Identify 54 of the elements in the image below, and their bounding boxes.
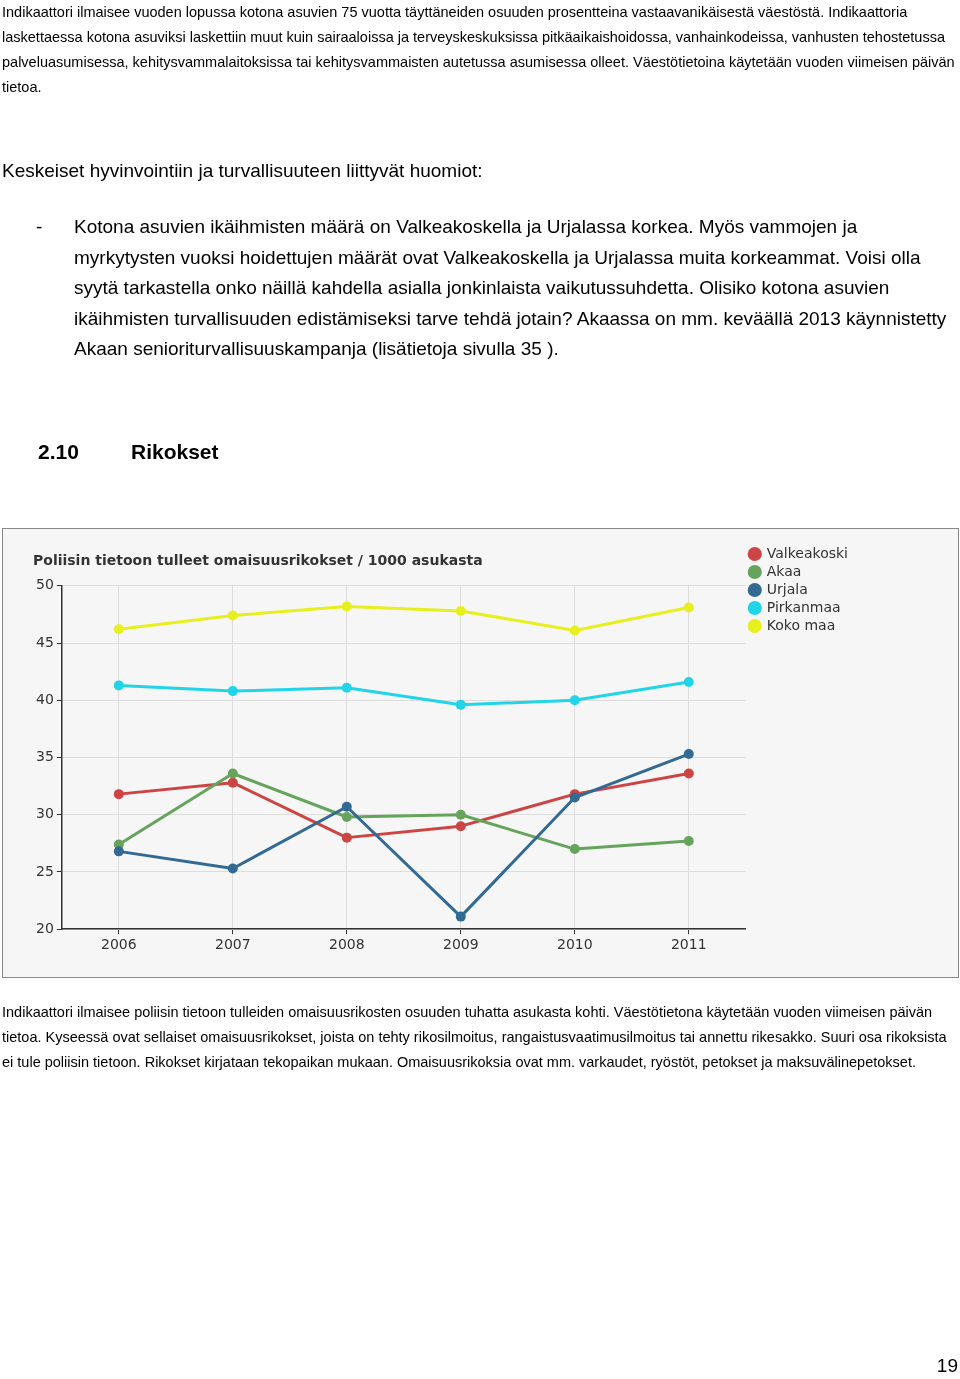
- point: [341, 812, 352, 823]
- text: Indikaattori ilmaisee poliisin tietoon tulleiden omaisuusrikosten osuuden tuhatta asukasta kohti. Väestötietona käytetään vuoden viimeisen päivän tietoa. Kyseessä ovat sellaiset omaisuusrikokset, joista on tehty rikosilmoitus, rangaistusvaatimusilmoitus tai annettu rikesakko. Suuri osa rikoksista ei tule poliisin tietoon. Rikokset kirjataan tekopaikan mukaan. Omaisuusrikoksia ovat mm. varkaudet, ryöstöt, petokset ja maksuvälinepetokset.: [2, 1003, 948, 1072]
- y-tick-label: 50: [35, 576, 54, 593]
- point: [683, 676, 694, 687]
- x-tick-label: 2007: [214, 936, 251, 953]
- legend-label: Valkeakoski: [766, 544, 849, 561]
- point: [683, 749, 694, 760]
- point: [455, 821, 466, 832]
- point: [113, 846, 124, 857]
- x-tick-label: 2011: [670, 936, 707, 953]
- x-tick-label: 2010: [556, 936, 593, 953]
- point: [455, 809, 466, 820]
- chart-title: Poliisin tietoon tulleet omaisuusrikokset / 1000 asukasta: [33, 552, 483, 569]
- point: [455, 605, 466, 616]
- point: [569, 844, 580, 855]
- text: 19: [936, 1355, 958, 1377]
- text: Kotona asuvien ikäihmisten määrä on Valkeakoskella ja Urjalassa korkea. Myös vammojen ja myrkytysten vuoksi hoidettujen määrät ovat Valkeakoskella ja Urjalassa muita korkeammat. Voisi olla syytä tarkastella onko näillä kahdella asialla jonkinlaista vaikutussuhdetta. Olisiko kotona asuvien ikäihmisten turvallisuuden edistämiseksi tarve tehdä jotain? Akaassa on mm. keväällä 2013 käynnistetty Akaan senioriturvallisuuskampanja (lisätietoja sivulla 35 ).: [74, 215, 948, 361]
- point: [683, 602, 694, 613]
- legend-label: Koko maa: [766, 616, 836, 633]
- point: [341, 601, 352, 612]
- point: [227, 610, 238, 621]
- point: [227, 863, 238, 874]
- y-tick-label: 30: [35, 805, 54, 822]
- x-tick-label: 2006: [100, 936, 137, 953]
- y-tick-label: 35: [35, 748, 54, 765]
- text: Keskeiset hyvinvointiin ja turvallisuuteen liittyvät huomiot:: [2, 160, 483, 182]
- point: [683, 836, 694, 847]
- y-tick-label: 20: [35, 919, 54, 936]
- x-tick-label: 2008: [328, 936, 365, 953]
- point: [455, 699, 466, 710]
- text: -: [36, 215, 43, 239]
- point: [227, 777, 238, 788]
- legend-label: Pirkanmaa: [766, 598, 841, 615]
- point: [341, 682, 352, 693]
- point: [227, 768, 238, 779]
- legend-label: Urjala: [766, 580, 808, 597]
- point: [455, 911, 466, 922]
- point: [113, 680, 124, 691]
- text: 2.10: [38, 440, 79, 464]
- point: [113, 624, 124, 635]
- point: [341, 832, 352, 843]
- point: [227, 686, 238, 697]
- text: Indikaattori ilmaisee vuoden lopussa kotona asuvien 75 vuotta täyttäneiden osuuden prosentteina vastaavanikäisestä väestöstä. Indikaattoria laskettaessa kotona asuviksi laskettiin muut kuin sairaaloissa ja terveyskeskuksissa pitkäaikaishoidossa, vanhainkodeissa, vanhusten tehostetussa palveluasumisessa, kehitysvammalaitoksissa tai kehitysvammaisten autetussa asumisessa olleet. Väestötietoina käytetään vuoden viimeisen päivän tietoa.: [2, 3, 956, 97]
- point: [113, 789, 124, 800]
- y-tick-label: 25: [35, 862, 54, 879]
- text: Rikokset: [131, 440, 219, 464]
- legend-label: Akaa: [766, 562, 802, 579]
- y-tick-label: 45: [35, 633, 54, 650]
- point: [341, 801, 352, 812]
- point: [683, 768, 694, 779]
- y-tick-label: 40: [35, 690, 54, 707]
- x-tick-label: 2009: [442, 936, 479, 953]
- point: [569, 695, 580, 706]
- point: [569, 625, 580, 636]
